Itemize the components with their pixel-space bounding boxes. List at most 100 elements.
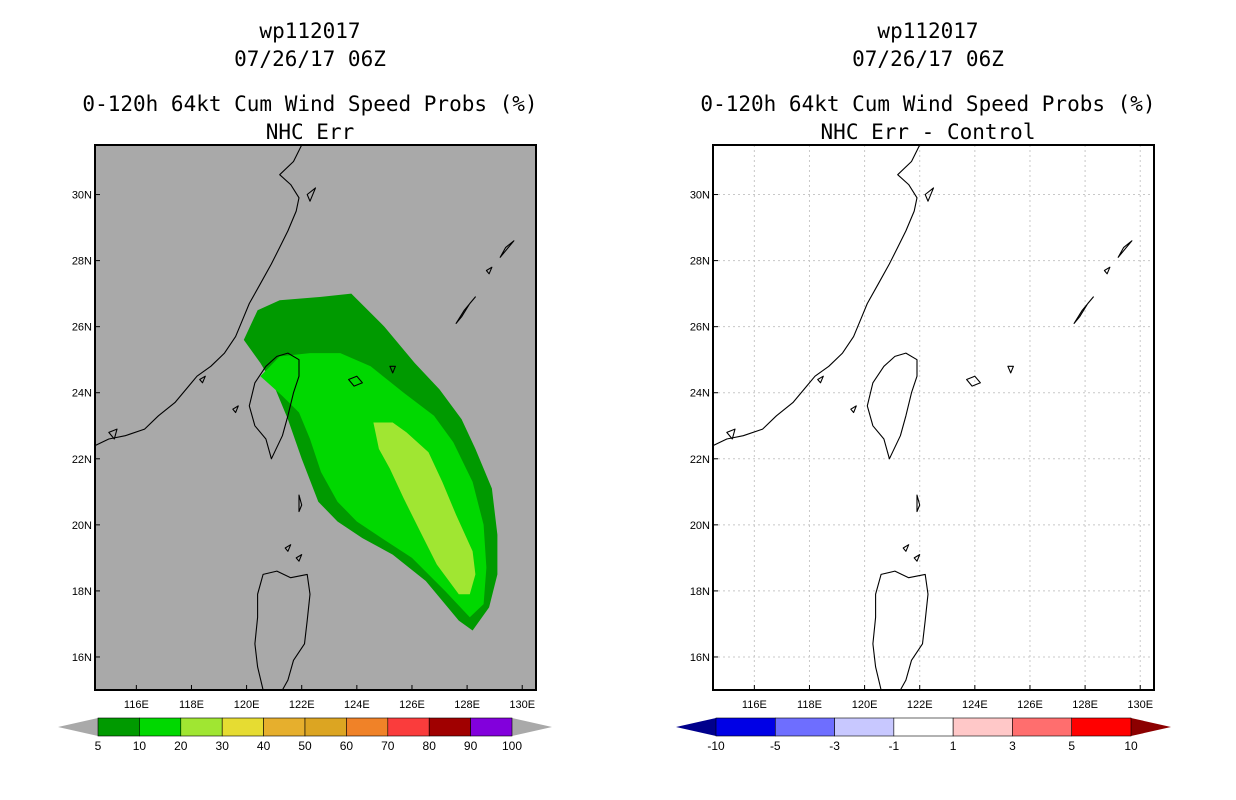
left-colorbar-label: 50 — [298, 739, 312, 753]
right-map-background — [713, 145, 1154, 690]
coastline-babuyan2 — [295, 554, 303, 562]
right-colorbar-swatch — [952, 717, 1013, 737]
left-colorbar-swatch — [263, 717, 306, 737]
left-storm-id: wp112017 — [259, 19, 361, 43]
coastline-taiwan — [866, 352, 918, 460]
left-colorbar-swatch — [97, 717, 140, 737]
coastline-batanes1 — [298, 494, 303, 513]
lon-tick-label: 118E — [797, 699, 822, 711]
contour-20-30% — [373, 422, 476, 595]
right-colorbar-label: -5 — [770, 739, 781, 753]
coastline-yaeyama — [966, 375, 981, 387]
coastline-luzon — [872, 570, 929, 691]
left-product-title: 0-120h 64kt Cum Wind Speed Probs (%) — [82, 92, 538, 116]
right-colorbar: -10 -5 -3 -1 1 3 5 10 — [676, 717, 1171, 753]
coastline-hainan_hk — [108, 428, 118, 440]
right-colorbar-swatch — [715, 717, 776, 737]
lon-tick-label: 128E — [454, 699, 480, 711]
lat-tick-label: 24N — [690, 388, 710, 400]
coastline-amami — [1117, 240, 1133, 258]
lat-tick-label: 28N — [72, 256, 92, 268]
lat-tick-label: 22N — [72, 454, 92, 466]
lon-tick-label: 118E — [179, 699, 204, 711]
coastline-yaeyama — [348, 375, 363, 387]
lon-tick-label: 124E — [962, 699, 988, 711]
lon-tick-label: 122E — [907, 699, 933, 711]
right-storm-id: wp112017 — [877, 19, 979, 43]
lat-tick-label: 30N — [72, 190, 92, 202]
lon-tick-label: 128E — [1072, 699, 1098, 711]
coastline-babuyan1 — [284, 544, 292, 552]
right-product-title: 0-120h 64kt Cum Wind Speed Probs (%) — [700, 92, 1156, 116]
lat-tick-label: 30N — [690, 190, 710, 202]
right-map-panel: 116E 118E 120E 122E 124E 126E 128E 130E 16N 18N 20… — [690, 144, 1155, 711]
coastline-mainland — [94, 144, 303, 447]
right-colorbar-label: 5 — [1068, 739, 1075, 753]
left-colorbar-label: 10 — [133, 739, 147, 753]
right-colorbar-under-triangle — [676, 718, 716, 736]
lat-tick-label: 22N — [690, 454, 710, 466]
lat-tick-label: 18N — [72, 586, 92, 598]
right-colorbar-swatch — [1071, 717, 1132, 737]
left-colorbar-label: 20 — [174, 739, 188, 753]
left-colorbar: 5 10 20 30 40 50 60 70 80 90 100 — [58, 717, 552, 753]
coastline-luzon — [254, 570, 311, 691]
left-subtitle: NHC Err — [265, 120, 355, 144]
lat-tick-label: 26N — [690, 322, 710, 334]
right-colorbar-swatch — [893, 717, 954, 737]
left-colorbar-label: 90 — [464, 739, 478, 753]
left-colorbar-label: 30 — [216, 739, 230, 753]
left-colorbar-label: 40 — [257, 739, 271, 753]
coastline-taiwan — [248, 352, 300, 460]
lon-tick-label: 126E — [1017, 699, 1043, 711]
lat-tick-label: 20N — [72, 520, 92, 532]
left-colorbar-label: 100 — [502, 739, 522, 753]
left-axis-ticks: 116E 118E 120E 122E 124E 126E 128E 130E 16N 18N 20… — [72, 190, 535, 711]
coastline-zhoushan — [924, 187, 935, 202]
right-colorbar-label: 10 — [1124, 739, 1138, 753]
coastline-miyako — [1007, 365, 1014, 374]
left-colorbar-swatch — [180, 717, 223, 737]
coastline-zhoushan — [306, 187, 317, 202]
coastline-penghu — [232, 405, 239, 414]
lon-tick-label: 130E — [509, 699, 535, 711]
coastline-penghu — [850, 405, 857, 414]
contour-10-20% — [260, 353, 487, 618]
lon-tick-label: 124E — [344, 699, 370, 711]
coastline-mainland — [712, 144, 921, 447]
coastline-hainan_hk — [726, 428, 736, 440]
left-probability-contours — [243, 293, 498, 631]
left-colorbar-under-triangle — [58, 718, 98, 736]
right-colorbar-over-triangle — [1131, 718, 1171, 736]
coastline-kinmen — [817, 375, 824, 384]
lat-tick-label: 24N — [72, 388, 92, 400]
lon-tick-label: 120E — [852, 699, 878, 711]
left-colorbar-swatch — [304, 717, 347, 737]
left-colorbar-label: 60 — [340, 739, 354, 753]
right-colorbar-label: -10 — [707, 739, 725, 753]
right-colorbar-swatch — [774, 717, 835, 737]
lat-tick-label: 18N — [690, 586, 710, 598]
left-colorbar-over-triangle — [512, 718, 552, 736]
right-colorbar-label: 1 — [950, 739, 957, 753]
coastline-amami — [499, 240, 515, 258]
coastline-babuyan1 — [902, 544, 910, 552]
left-map-frame — [94, 144, 537, 691]
lon-tick-label: 116E — [742, 699, 767, 711]
coastline-miyako — [389, 365, 396, 374]
left-coastline — [94, 144, 515, 691]
right-colorbar-label: 3 — [1009, 739, 1016, 753]
right-datetime: 07/26/17 06Z — [852, 47, 1004, 71]
coastline-kinmen — [199, 375, 206, 384]
lon-tick-label: 130E — [1127, 699, 1153, 711]
left-colorbar-swatch — [470, 717, 513, 737]
lat-tick-label: 26N — [72, 322, 92, 334]
left-datetime: 07/26/17 06Z — [234, 47, 386, 71]
right-subtitle: NHC Err - Control — [820, 120, 1036, 144]
right-axis-ticks: 116E 118E 120E 122E 124E 126E 128E 130E 16N 18N 20… — [690, 190, 1153, 711]
left-colorbar-swatch — [139, 717, 182, 737]
left-colorbar-label: 70 — [381, 739, 395, 753]
left-colorbar-swatch — [387, 717, 430, 737]
right-coastline — [712, 144, 1133, 691]
